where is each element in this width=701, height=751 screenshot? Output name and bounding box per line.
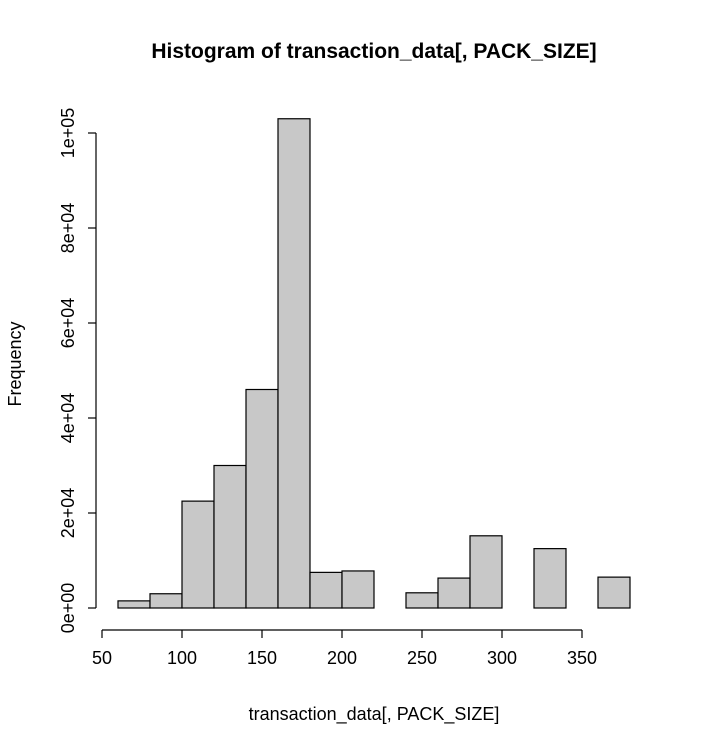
x-tick-label: 100 [167, 648, 197, 668]
y-axis: 0e+00 2e+04 4e+04 6e+04 8e+04 1e+05 [58, 108, 97, 634]
x-tick-label: 50 [92, 648, 112, 668]
y-tick-label: 4e+04 [58, 393, 78, 444]
histogram-bar [117, 600, 151, 609]
y-tick-label: 0e+00 [58, 583, 78, 634]
x-tick-label: 250 [407, 648, 437, 668]
bars-group [117, 118, 631, 609]
histogram-bar [469, 535, 503, 609]
x-tick-label: 200 [327, 648, 357, 668]
x-tick-label: 150 [247, 648, 277, 668]
histogram-bar [245, 388, 279, 609]
histogram-bar [149, 593, 183, 609]
histogram-bar [341, 570, 375, 609]
x-axis: 50 100 150 200 250 300 350 [92, 629, 597, 668]
y-tick-label: 6e+04 [58, 298, 78, 349]
histogram-bar [597, 576, 631, 609]
y-axis-label: Frequency [5, 321, 25, 406]
histogram-bar [405, 592, 439, 609]
histogram-bar [213, 464, 247, 609]
chart-title: Histogram of transaction_data[, PACK_SIZ… [151, 40, 596, 63]
y-tick-label: 1e+05 [58, 108, 78, 159]
x-tick-label: 350 [567, 648, 597, 668]
y-tick-label: 2e+04 [58, 488, 78, 539]
x-axis-label: transaction_data[, PACK_SIZE] [249, 704, 500, 725]
x-tick-label: 300 [487, 648, 517, 668]
histogram-bar [277, 118, 311, 609]
histogram-bar [309, 571, 343, 609]
histogram-bar [437, 577, 471, 609]
histogram-bar [181, 500, 215, 609]
y-tick-label: 8e+04 [58, 203, 78, 254]
histogram-bar [533, 548, 567, 609]
